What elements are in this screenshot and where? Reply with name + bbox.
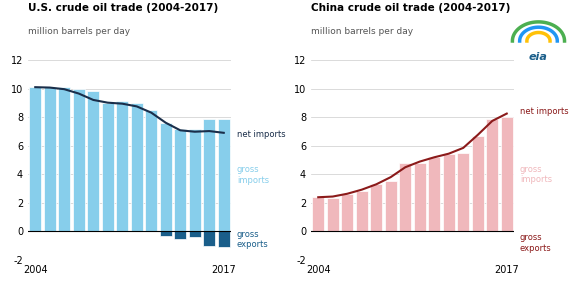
Text: net imports: net imports — [237, 130, 285, 139]
Text: China crude oil trade (2004-2017): China crude oil trade (2004-2017) — [311, 3, 510, 13]
Bar — [203, 119, 215, 232]
Bar — [384, 181, 397, 232]
Bar — [174, 232, 186, 239]
Bar — [356, 191, 368, 232]
Bar — [43, 87, 56, 232]
Text: million barrels per day: million barrels per day — [311, 27, 413, 36]
Bar — [442, 154, 455, 232]
Bar — [160, 123, 172, 232]
Bar — [116, 101, 129, 232]
Text: eia: eia — [529, 52, 548, 62]
Bar — [87, 91, 100, 232]
Bar — [312, 197, 324, 232]
Bar — [399, 163, 412, 232]
Bar — [428, 157, 441, 232]
Text: gross
imports: gross imports — [237, 165, 269, 185]
Bar — [341, 194, 353, 232]
Bar — [218, 119, 230, 232]
Bar — [145, 110, 157, 232]
Bar — [457, 153, 470, 232]
Bar — [160, 232, 172, 236]
Bar — [218, 232, 230, 247]
Bar — [72, 88, 85, 232]
Bar — [501, 117, 513, 232]
Bar — [486, 119, 499, 232]
Text: gross
imports: gross imports — [520, 165, 552, 184]
Text: net imports: net imports — [520, 107, 569, 116]
Bar — [471, 136, 484, 232]
Text: gross
exports: gross exports — [237, 230, 269, 249]
Text: gross
exports: gross exports — [520, 233, 552, 253]
Text: U.S. crude oil trade (2004-2017): U.S. crude oil trade (2004-2017) — [28, 3, 218, 13]
Bar — [29, 87, 42, 232]
Bar — [413, 163, 426, 232]
Bar — [174, 129, 186, 232]
Bar — [327, 198, 339, 232]
Bar — [370, 183, 382, 232]
Bar — [101, 103, 114, 232]
Bar — [58, 87, 71, 232]
Bar — [131, 103, 143, 232]
Text: million barrels per day: million barrels per day — [28, 27, 130, 36]
Bar — [189, 232, 201, 237]
Bar — [203, 232, 215, 246]
Bar — [189, 129, 201, 232]
